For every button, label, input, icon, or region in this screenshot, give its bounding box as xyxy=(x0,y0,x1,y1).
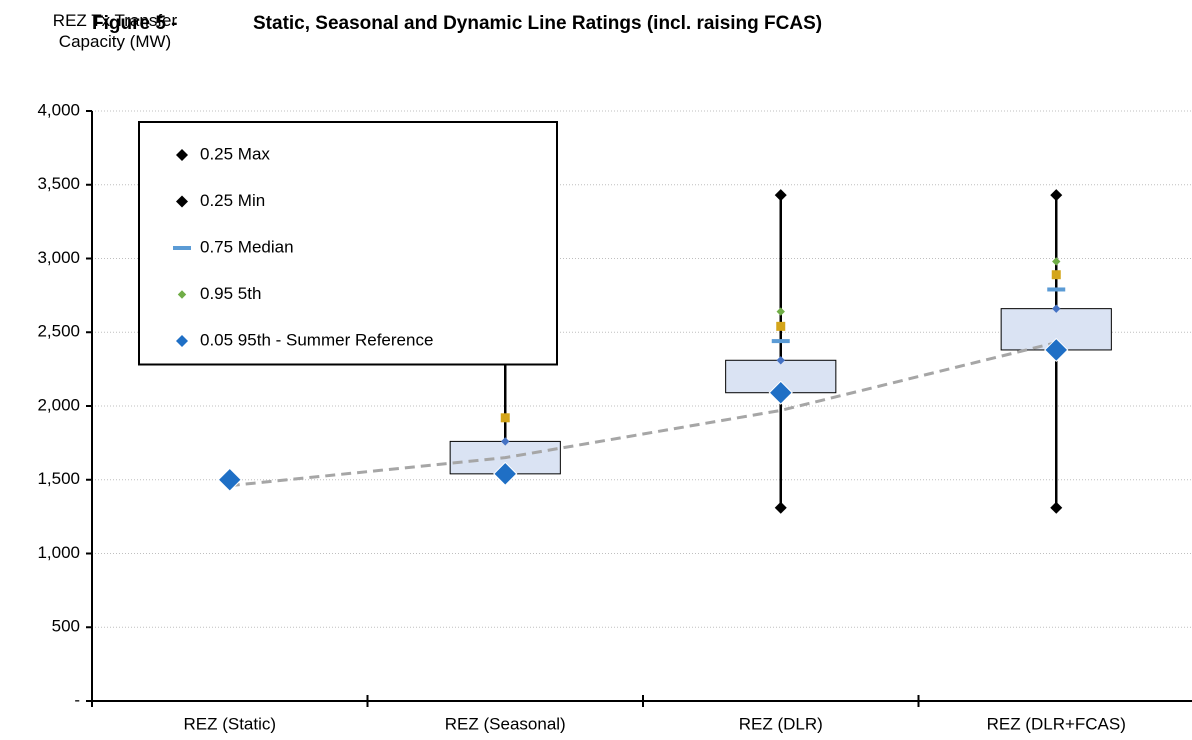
y-axis-label: REZ Tx Transfer Capacity (MW) xyxy=(52,11,178,51)
diamond-marker xyxy=(776,356,785,365)
diamond-marker xyxy=(176,195,188,208)
large-diamond-marker xyxy=(768,380,793,405)
square-marker xyxy=(1051,270,1061,280)
large-diamond-marker xyxy=(217,467,242,492)
diamond-marker xyxy=(1050,501,1063,514)
dash-marker xyxy=(1047,287,1066,292)
y-tick-label: - xyxy=(74,690,80,709)
y-tick-label: 1,000 xyxy=(37,543,80,562)
dash-marker xyxy=(771,339,790,344)
y-tick-label: 4,000 xyxy=(37,100,80,119)
legend-label: 0.05 95th - Summer Reference xyxy=(200,330,433,349)
legend-box xyxy=(138,121,558,366)
legend-label: 0.75 Median xyxy=(200,237,294,256)
chart-title: Static, Seasonal and Dynamic Line Rating… xyxy=(253,13,822,34)
diamond-marker xyxy=(1052,257,1061,266)
legend-label: 0.95 5th xyxy=(200,284,261,303)
y-tick-label: 2,000 xyxy=(37,395,80,414)
x-tick-label: REZ (DLR) xyxy=(739,714,823,733)
square-marker xyxy=(776,321,786,331)
y-tick-label: 3,000 xyxy=(37,248,80,267)
legend: 0.25 Max 0.25 Min 0.75 Median 0.95 5th 0.05 … xyxy=(138,121,558,366)
diamond-marker xyxy=(177,290,187,299)
x-tick-label: REZ (Seasonal) xyxy=(445,714,566,733)
large-diamond-marker xyxy=(1044,337,1069,363)
legend-label: 0.25 Max xyxy=(200,144,270,163)
diamond-marker xyxy=(774,501,787,514)
diamond-marker xyxy=(176,335,188,347)
diamond-marker xyxy=(176,149,188,161)
large-diamond-marker xyxy=(493,461,518,486)
diamond-marker xyxy=(776,307,785,316)
diamond-marker xyxy=(501,437,510,446)
y-tick-label: 500 xyxy=(52,617,80,636)
dash-marker xyxy=(173,246,191,250)
square-marker xyxy=(500,413,510,423)
x-tick-label: REZ (DLR+FCAS) xyxy=(987,714,1126,733)
diamond-marker xyxy=(1052,304,1061,313)
legend-label: 0.25 Min xyxy=(200,191,265,210)
trend-line xyxy=(229,341,1057,488)
y-tick-label: 3,500 xyxy=(37,174,80,193)
figure-label: Figure 5 - xyxy=(92,13,178,34)
y-tick-label: 1,500 xyxy=(37,469,80,488)
y-tick-label: 2,500 xyxy=(37,322,80,341)
x-tick-label: REZ (Static) xyxy=(183,714,276,733)
diamond-marker xyxy=(1050,189,1063,202)
diamond-marker xyxy=(774,189,787,202)
